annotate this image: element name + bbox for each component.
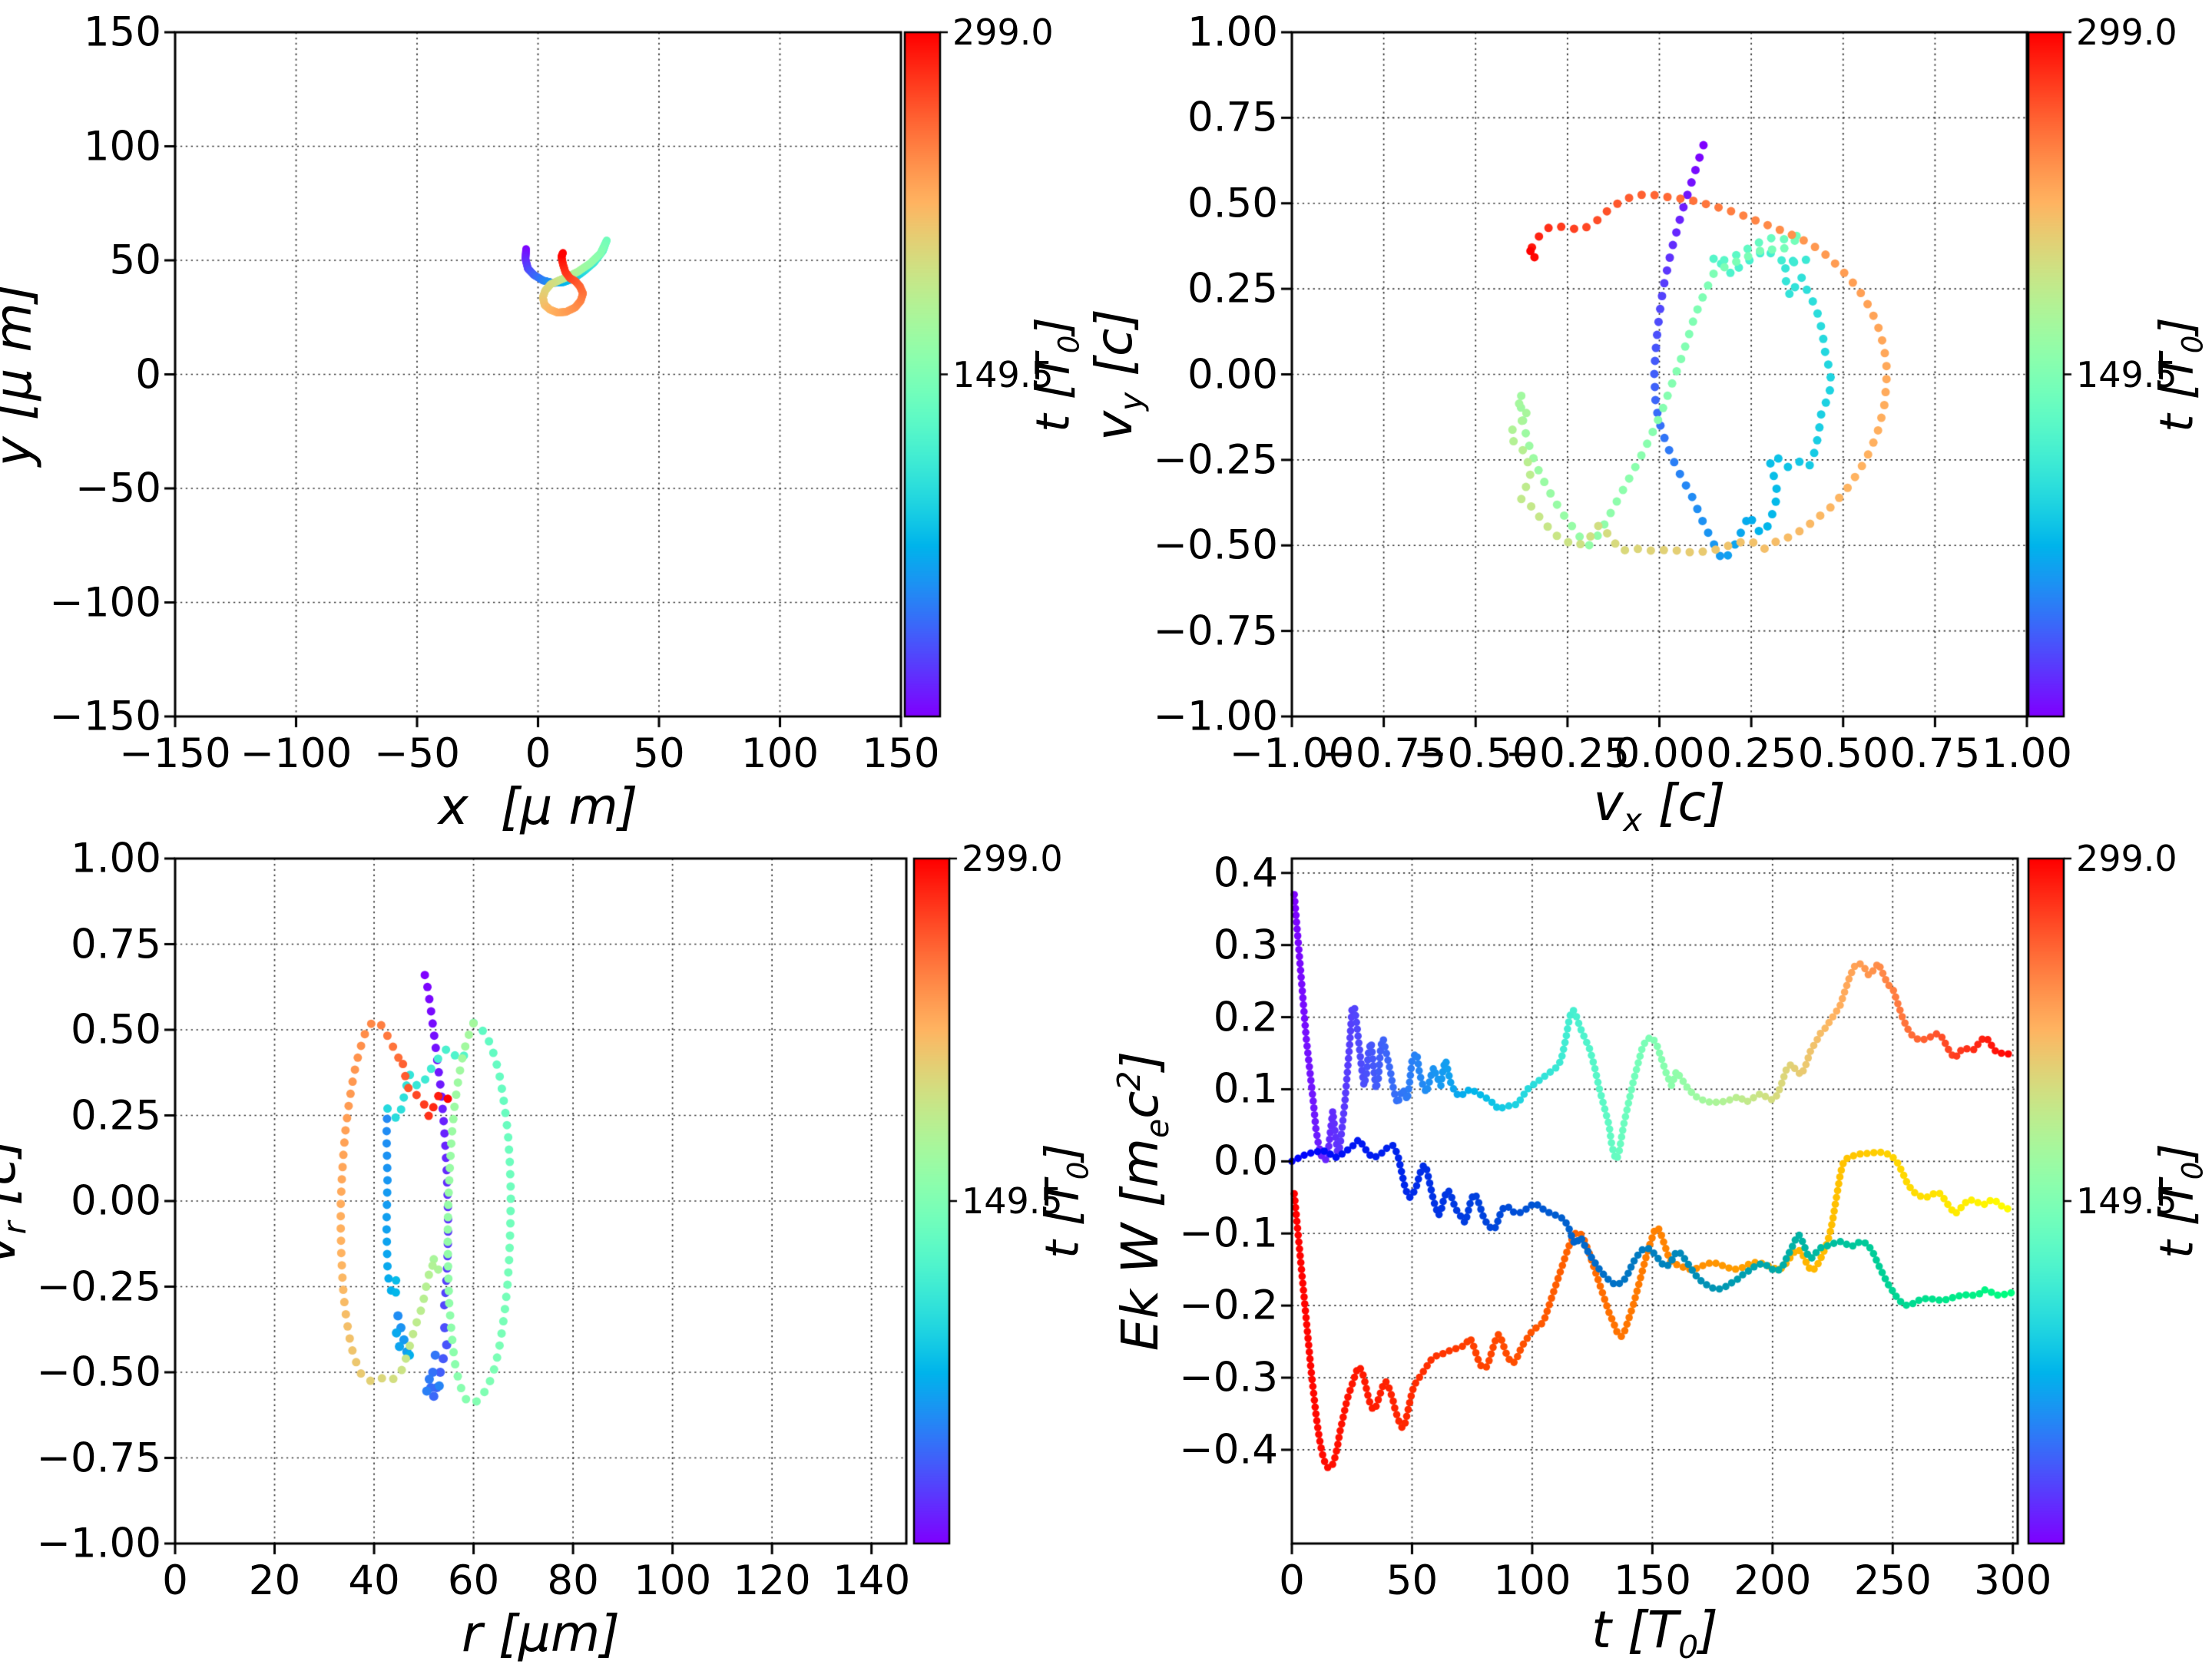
y-tick-label: 0.75 (70, 921, 161, 968)
y-tick-label: 150 (83, 8, 161, 56)
colorbar-tick-label: 299.0 (2076, 838, 2177, 879)
x-tick-label: −0.25 (1505, 730, 1631, 777)
subplot-trajectory-xy (175, 32, 901, 716)
y-tick-label: 0.25 (70, 1092, 161, 1139)
x-tick-label: 20 (248, 1557, 301, 1604)
x-tick-label: 0 (162, 1557, 188, 1604)
y-tick-label: 0.25 (1187, 265, 1278, 313)
x-tick-label: −1.00 (1229, 730, 1355, 777)
x-tick-label: 100 (1493, 1557, 1571, 1604)
x-tick-label: 150 (1613, 1557, 1691, 1604)
x-tick-label: 80 (547, 1557, 599, 1604)
y-tick-label: −0.3 (1179, 1354, 1278, 1401)
colorbar-label: t [T0] (2150, 316, 2210, 432)
y-tick-label: 0.3 (1213, 922, 1278, 969)
colorbar-phase-r-vr (914, 859, 949, 1544)
subplot-phase-r-vr (175, 859, 906, 1544)
y-tick-label: −0.2 (1179, 1282, 1278, 1329)
y-tick-label: 1.00 (1187, 8, 1278, 56)
x-tick-label: 40 (348, 1557, 400, 1604)
x-tick-label: −150 (119, 730, 231, 777)
x-tick-label: 0.25 (1706, 730, 1797, 777)
x-axis-label: r [μm] (462, 1604, 620, 1663)
colorbar-tick-label: 299.0 (962, 838, 1063, 879)
y-tick-label: −0.1 (1179, 1209, 1278, 1257)
x-tick-label: −100 (240, 730, 353, 777)
y-tick-label: −0.25 (1153, 436, 1278, 484)
x-tick-label: 50 (1386, 1557, 1439, 1604)
y-tick-label: 0.50 (70, 1006, 161, 1054)
y-tick-label: −0.4 (1179, 1426, 1278, 1474)
x-tick-label: −50 (374, 730, 460, 777)
colorbar-tick-label: 299.0 (952, 12, 1054, 53)
x-tick-label: 50 (633, 730, 685, 777)
y-tick-label: 0.00 (1187, 351, 1278, 398)
y-tick-label: −0.50 (1153, 521, 1278, 569)
y-tick-label: 0.0 (1213, 1137, 1278, 1185)
x-tick-label: −0.50 (1413, 730, 1538, 777)
x-tick-label: 0.75 (1889, 730, 1981, 777)
x-tick-label: 100 (740, 730, 820, 777)
y-axis-label: y [μ m] (0, 283, 44, 466)
colorbar-energy-work-t (2028, 859, 2064, 1544)
y-tick-label: 0.1 (1213, 1065, 1278, 1113)
y-tick-label: −1.00 (1153, 693, 1278, 740)
y-tick-label: −50 (75, 465, 161, 512)
y-tick-label: −0.25 (36, 1263, 161, 1310)
x-axis-label: t [T0] (1591, 1600, 1718, 1666)
colorbar-trajectory-xy (905, 32, 940, 716)
x-tick-label: 200 (1734, 1557, 1812, 1604)
x-tick-label: 100 (634, 1557, 712, 1604)
y-tick-label: 0.00 (70, 1177, 161, 1225)
x-tick-label: 120 (733, 1557, 811, 1604)
colorbar-label: t [T0] (2150, 1143, 2210, 1259)
x-tick-label: 0 (1279, 1557, 1305, 1604)
y-tick-label: −1.00 (36, 1520, 161, 1567)
colorbar-tick-label: 149.5 (2076, 1180, 2177, 1222)
y-tick-label: 0 (135, 351, 161, 398)
x-tick-label: 1.00 (1981, 730, 2073, 777)
x-tick-label: 0.50 (1797, 730, 1889, 777)
y-tick-label: −0.75 (1153, 607, 1278, 655)
x-axis-label: vx [c] (1593, 773, 1726, 839)
x-tick-label: 140 (833, 1557, 911, 1604)
x-tick-label: −0.75 (1321, 730, 1446, 777)
x-tick-label: 0 (525, 730, 551, 777)
subplot-energy-work-t (1292, 859, 2018, 1544)
colorbar-tick-label: 149.5 (952, 353, 1054, 395)
colorbar-label: t [T0] (1035, 1143, 1095, 1259)
colorbar-velocity-vxvy (2028, 32, 2064, 716)
colorbar-tick-label: 299.0 (2076, 12, 2177, 53)
colorbar-tick-label: 149.5 (962, 1180, 1063, 1222)
y-tick-label: 0.75 (1187, 94, 1278, 141)
x-tick-label: 300 (1974, 1557, 2052, 1604)
y-axis-label: vr [c] (0, 1137, 33, 1265)
y-tick-label: 50 (109, 237, 161, 284)
colorbar-tick-label: 149.5 (2076, 353, 2177, 395)
y-axis-label: Ek W [mec2] (1111, 1051, 1177, 1352)
y-tick-label: 0.2 (1213, 994, 1278, 1041)
y-tick-label: −0.50 (36, 1348, 161, 1396)
x-axis-label: x [μ m] (438, 777, 638, 836)
y-tick-label: 1.00 (70, 835, 161, 882)
x-tick-label: 0.00 (1614, 730, 1705, 777)
y-tick-label: −100 (49, 579, 161, 626)
y-tick-label: 100 (83, 123, 161, 170)
subplot-velocity-vxvy (1292, 32, 2027, 716)
y-tick-label: 0.4 (1213, 849, 1278, 897)
y-tick-label: 0.50 (1187, 180, 1278, 227)
y-axis-label: vy [c] (1084, 308, 1150, 441)
y-tick-label: −0.75 (36, 1434, 161, 1481)
y-tick-label: −150 (49, 693, 161, 740)
x-tick-label: 250 (1853, 1557, 1932, 1604)
x-tick-label: 60 (447, 1557, 500, 1604)
x-tick-label: 150 (862, 730, 940, 777)
colorbar-label: t [T0] (1026, 316, 1086, 432)
